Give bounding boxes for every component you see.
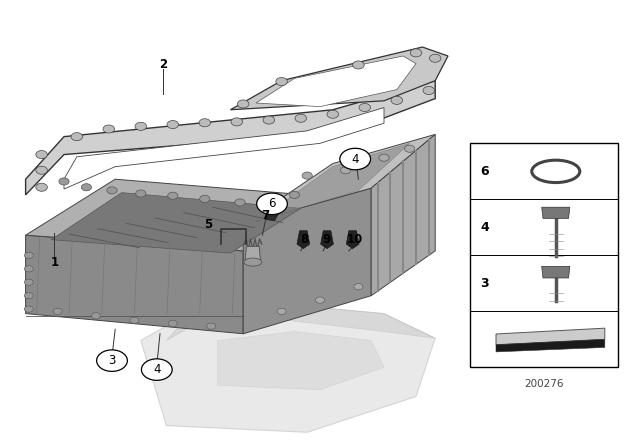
Text: 9: 9 [323, 233, 330, 246]
Circle shape [24, 306, 33, 312]
Polygon shape [266, 199, 285, 220]
Circle shape [207, 323, 216, 329]
Text: 3: 3 [480, 277, 489, 290]
Polygon shape [256, 56, 416, 107]
Circle shape [276, 78, 287, 86]
Polygon shape [496, 340, 605, 352]
Circle shape [237, 100, 249, 108]
Polygon shape [64, 108, 384, 189]
Text: 6: 6 [268, 197, 276, 211]
Text: 10: 10 [347, 233, 364, 246]
Text: 200276: 200276 [524, 379, 564, 388]
Polygon shape [166, 305, 435, 340]
Circle shape [103, 125, 115, 133]
Circle shape [24, 279, 33, 285]
Circle shape [353, 61, 364, 69]
Polygon shape [346, 231, 359, 249]
Polygon shape [26, 235, 243, 334]
Circle shape [277, 308, 286, 314]
Polygon shape [243, 188, 371, 334]
Circle shape [92, 313, 100, 319]
Circle shape [359, 103, 371, 112]
Circle shape [168, 192, 178, 199]
Circle shape [135, 122, 147, 130]
Circle shape [36, 183, 47, 191]
Circle shape [24, 252, 33, 258]
Polygon shape [26, 81, 435, 195]
Circle shape [97, 350, 127, 371]
Circle shape [107, 187, 117, 194]
Circle shape [264, 195, 274, 202]
Text: 7: 7 [262, 208, 269, 222]
Polygon shape [51, 193, 301, 253]
Text: 5: 5 [204, 217, 212, 231]
Circle shape [168, 320, 177, 327]
Polygon shape [496, 328, 605, 345]
Text: 6: 6 [480, 165, 489, 178]
Circle shape [404, 145, 415, 152]
Circle shape [391, 96, 403, 104]
Text: 4: 4 [351, 152, 359, 166]
Polygon shape [243, 134, 435, 224]
Circle shape [410, 49, 422, 57]
Polygon shape [230, 47, 448, 110]
Circle shape [53, 308, 62, 314]
Polygon shape [141, 305, 435, 432]
Circle shape [130, 317, 139, 323]
Circle shape [136, 190, 146, 197]
Polygon shape [297, 231, 310, 249]
Circle shape [141, 359, 172, 380]
Circle shape [199, 119, 211, 127]
Circle shape [81, 184, 92, 191]
Circle shape [24, 266, 33, 272]
Circle shape [24, 293, 33, 299]
Polygon shape [541, 207, 570, 219]
Text: 3: 3 [108, 354, 116, 367]
Circle shape [257, 193, 287, 215]
Circle shape [200, 195, 210, 202]
Circle shape [295, 114, 307, 122]
Text: 4: 4 [480, 221, 489, 234]
Polygon shape [256, 143, 410, 222]
Circle shape [235, 199, 245, 206]
Polygon shape [245, 246, 260, 260]
Polygon shape [541, 266, 570, 278]
Circle shape [71, 133, 83, 141]
Text: 1: 1 [51, 255, 58, 269]
Circle shape [59, 178, 69, 185]
Polygon shape [218, 332, 384, 390]
Circle shape [263, 116, 275, 124]
Circle shape [327, 110, 339, 118]
Text: 4: 4 [153, 363, 161, 376]
Circle shape [340, 148, 371, 170]
Circle shape [429, 54, 441, 62]
Polygon shape [321, 231, 333, 249]
Polygon shape [26, 179, 333, 251]
Polygon shape [371, 134, 435, 296]
Text: 2: 2 [159, 58, 167, 72]
FancyBboxPatch shape [470, 143, 618, 367]
Ellipse shape [244, 258, 262, 266]
Circle shape [354, 284, 363, 290]
Circle shape [231, 118, 243, 126]
Text: 8: 8 [300, 233, 308, 246]
Circle shape [379, 154, 389, 161]
Circle shape [167, 121, 179, 129]
Circle shape [36, 166, 47, 174]
Circle shape [36, 151, 47, 159]
Circle shape [340, 167, 351, 174]
Circle shape [302, 172, 312, 179]
Circle shape [316, 297, 324, 303]
Circle shape [289, 191, 300, 198]
Circle shape [423, 86, 435, 95]
